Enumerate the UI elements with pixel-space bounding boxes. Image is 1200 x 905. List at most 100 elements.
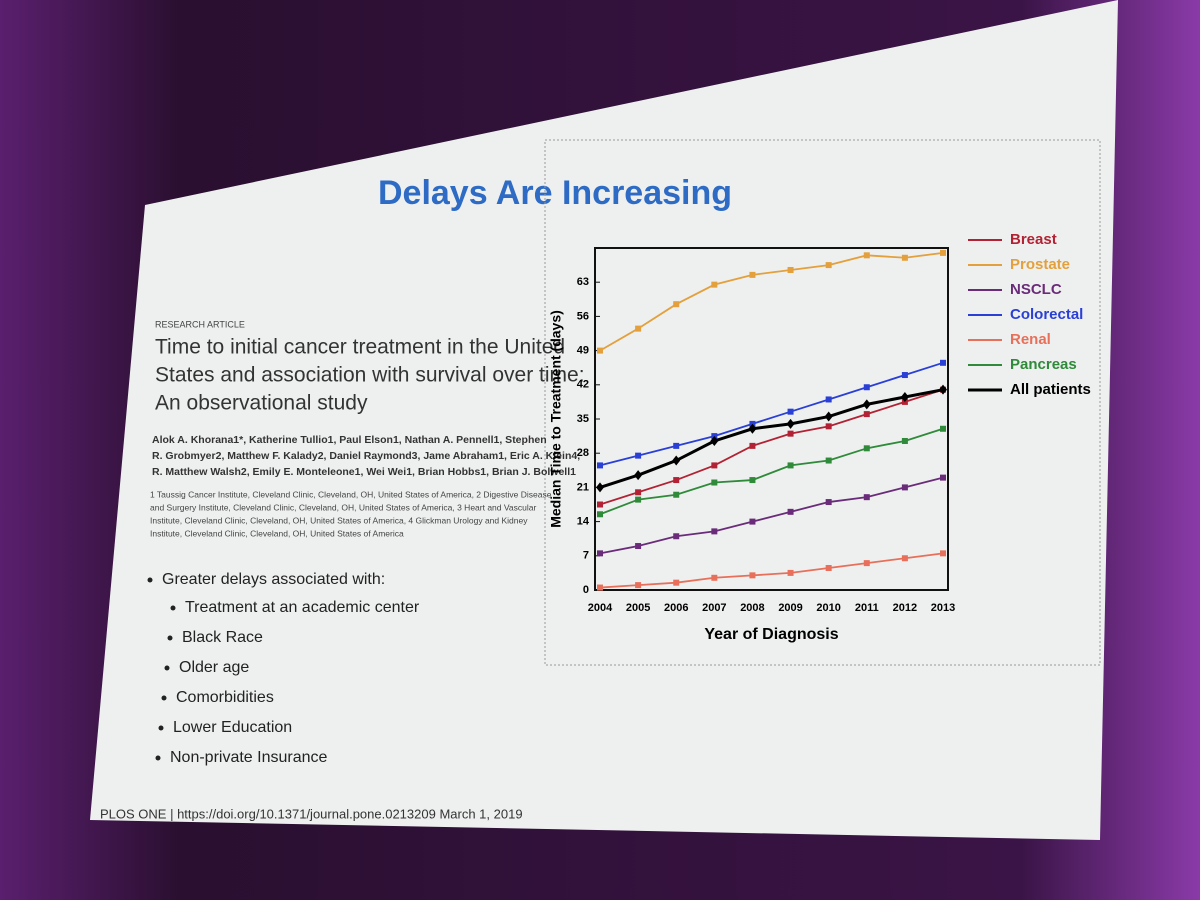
footer: PLOS ONE | https://doi.org/10.1371/journ… [100, 806, 523, 821]
y-tick-label: 21 [577, 481, 589, 493]
legend-label: All patients [1010, 381, 1091, 398]
x-tick-label: 2004 [588, 602, 613, 614]
marker [749, 477, 756, 484]
marker [673, 491, 680, 498]
marker [710, 435, 719, 446]
marker [635, 325, 642, 332]
bullet: Comorbidities [176, 689, 274, 706]
legend-label: Breast [1010, 231, 1057, 248]
marker [787, 408, 794, 415]
marker [787, 266, 794, 273]
y-tick-label: 63 [577, 276, 589, 288]
marker [749, 572, 756, 579]
y-axis-label: Median Time to Treatment (days) [548, 310, 564, 528]
affiliation-line: Institute, Cleveland Clinic, Cleveland, … [150, 528, 404, 538]
marker [901, 555, 908, 562]
series-line [599, 427, 944, 516]
x-tick-label: 2011 [855, 602, 879, 614]
marker [597, 550, 603, 557]
paper-title-line: States and association with survival ove… [155, 364, 585, 387]
marker [901, 484, 908, 491]
author-line: R. Grobmyer2, Matthew F. Kalady2, Daniel… [152, 450, 580, 462]
x-tick-label: 2012 [893, 602, 917, 614]
author-line: R. Matthew Walsh2, Emily E. Monteleone1,… [152, 466, 576, 478]
marker [672, 455, 681, 466]
marker [596, 482, 604, 493]
marker [863, 411, 870, 418]
marker [673, 301, 680, 308]
marker [901, 254, 908, 261]
x-tick-label: 2006 [664, 602, 688, 614]
series-line [599, 361, 944, 467]
marker [786, 418, 795, 429]
marker [711, 281, 718, 288]
bullet-dot [164, 665, 170, 671]
marker [825, 423, 832, 430]
bullet: Treatment at an academic center [185, 599, 420, 616]
marker [673, 477, 680, 484]
marker [824, 411, 833, 422]
paper-title-line: An observational study [155, 392, 368, 415]
x-tick-label: 2007 [702, 602, 726, 614]
marker [787, 430, 794, 437]
legend-label: Prostate [1010, 256, 1070, 273]
marker [597, 347, 603, 354]
marker [711, 574, 718, 581]
marker [749, 442, 756, 449]
marker [597, 511, 603, 518]
marker [597, 462, 603, 469]
bullet: Lower Education [173, 719, 292, 736]
marker [863, 560, 870, 567]
marker [825, 396, 832, 403]
marker [825, 457, 832, 464]
marker [749, 518, 756, 525]
marker [673, 533, 680, 540]
x-tick-label: 2013 [931, 602, 955, 614]
marker [825, 262, 832, 269]
bullet-dot [155, 755, 161, 761]
marker [635, 582, 642, 589]
marker [940, 249, 946, 256]
y-tick-label: 42 [577, 379, 589, 391]
marker [862, 399, 871, 410]
bullet-dot [158, 725, 164, 731]
marker [635, 543, 642, 550]
marker [748, 423, 757, 434]
y-tick-label: 28 [577, 447, 589, 459]
marker [635, 496, 642, 503]
affiliation-line: 1 Taussig Cancer Institute, Cleveland Cl… [150, 489, 552, 499]
series-line [599, 552, 944, 589]
bullet-head: Greater delays associated with: [162, 571, 385, 588]
legend-label: NSCLC [1010, 281, 1062, 298]
marker [863, 445, 870, 452]
y-tick-label: 35 [577, 413, 589, 425]
y-tick-label: 0 [583, 584, 589, 596]
marker [597, 501, 603, 508]
y-tick-label: 49 [577, 345, 589, 357]
figure-frame [544, 139, 1101, 666]
marker [787, 462, 794, 469]
x-tick-label: 2009 [778, 602, 802, 614]
marker [825, 499, 832, 506]
marker [635, 452, 642, 459]
slide [90, 0, 1118, 840]
marker [863, 384, 870, 391]
legend-label: Pancreas [1010, 356, 1077, 373]
marker [901, 437, 908, 444]
marker [901, 372, 908, 379]
legend-label: Renal [1010, 331, 1051, 348]
marker [825, 565, 832, 572]
marker [787, 508, 794, 515]
bullet: Black Race [182, 629, 263, 646]
author-line: Alok A. Khorana1*, Katherine Tullio1, Pa… [152, 434, 547, 446]
y-tick-label: 56 [577, 310, 589, 322]
series-line [599, 388, 944, 489]
bullet: Non-private Insurance [170, 749, 328, 766]
marker [863, 494, 870, 501]
kicker: RESEARCH ARTICLE [155, 319, 245, 329]
marker [711, 479, 718, 486]
slide-title: Delays Are Increasing [378, 174, 732, 212]
marker [673, 442, 680, 449]
marker [634, 470, 643, 481]
x-tick-label: 2005 [626, 602, 650, 614]
